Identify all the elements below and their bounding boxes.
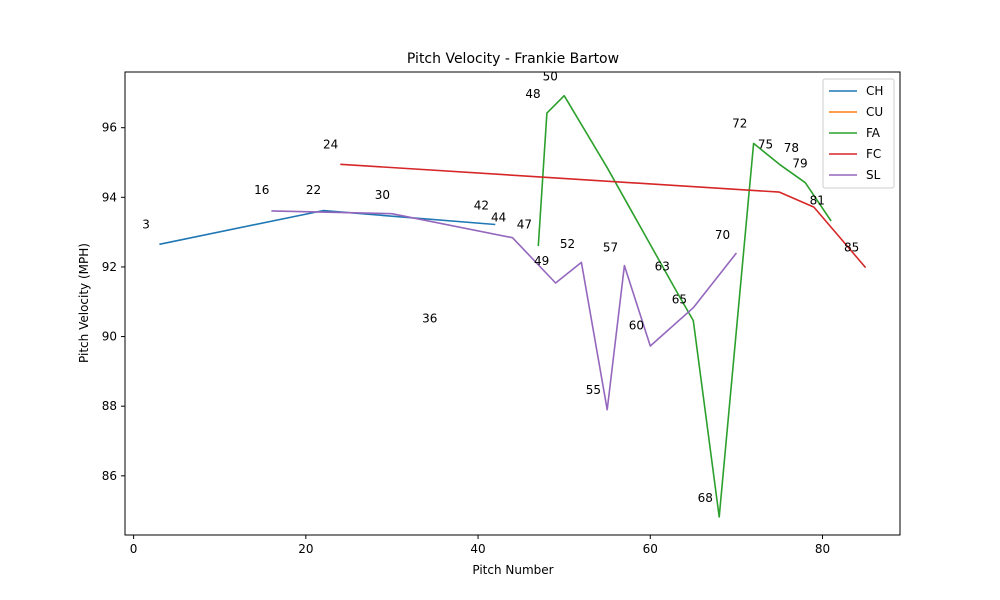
legend-label-cu: CU: [866, 105, 883, 119]
pitch-number-label: 60: [629, 319, 644, 333]
pitch-number-label: 42: [474, 199, 489, 213]
pitch-number-label: 24: [323, 138, 338, 152]
pitch-number-label: 57: [603, 240, 618, 254]
pitch-number-label: 44: [491, 211, 506, 225]
pitch-number-label: 55: [586, 383, 601, 397]
y-tick-label: 94: [102, 190, 117, 204]
pitch-number-label: 68: [698, 491, 713, 505]
x-tick-label: 40: [470, 542, 485, 556]
legend-box: [822, 78, 895, 189]
x-tick-label: 80: [815, 542, 830, 556]
plot-frame: [124, 71, 901, 536]
pitch-number-label: 36: [422, 312, 437, 326]
pitch-number-label: 78: [784, 141, 799, 155]
pitch-number-label: 52: [560, 237, 575, 251]
legend-label-sl: SL: [866, 168, 881, 182]
y-tick-label: 96: [102, 121, 117, 135]
pitch-number-label: 48: [525, 87, 540, 101]
series-line-fa: [537, 94, 832, 518]
pitch-number-label: 70: [715, 228, 730, 242]
pitch-number-label: 49: [534, 254, 549, 268]
legend-label-fc: FC: [866, 147, 881, 161]
legend-label-fa: FA: [866, 126, 881, 140]
legend: CH CU FA FC SL: [822, 78, 895, 189]
pitch-number-label: 75: [758, 138, 773, 152]
y-axis-label: Pitch Velocity (MPH): [77, 243, 91, 363]
y-tick-label: 86: [102, 469, 117, 483]
pitch-number-label: 30: [375, 188, 390, 202]
chart-title: Pitch Velocity - Frankie Bartow: [407, 51, 619, 67]
pitch-number-label: 16: [254, 183, 269, 197]
y-tick-label: 88: [102, 399, 117, 413]
pitch-number-label: 85: [844, 240, 859, 254]
y-tick-label: 90: [102, 330, 117, 344]
x-tick-label: 20: [298, 542, 313, 556]
pitch-number-label: 63: [655, 259, 670, 273]
axis-ticks: 0 20 40 60 80 86 88 90 92 94 96: [102, 121, 830, 556]
pitch-number-label: 50: [543, 70, 558, 84]
pitch-number-label: 47: [517, 218, 532, 232]
x-tick-label: 0: [130, 542, 138, 556]
pitch-number-label: 3: [142, 218, 150, 232]
x-tick-label: 60: [643, 542, 658, 556]
series-line-ch: [159, 209, 496, 246]
pitch-number-label: 81: [810, 193, 825, 207]
series-line-fc: [340, 163, 867, 269]
plot-area: [159, 94, 867, 518]
series-line-sl: [271, 210, 738, 411]
pitch-number-label: 65: [672, 293, 687, 307]
y-tick-label: 92: [102, 260, 117, 274]
legend-label-ch: CH: [866, 84, 883, 98]
x-axis-label: Pitch Number: [472, 563, 553, 577]
pitch-number-label: 79: [792, 157, 807, 171]
pitch-number-label: 72: [732, 117, 747, 131]
pitch-number-label: 22: [306, 183, 321, 197]
